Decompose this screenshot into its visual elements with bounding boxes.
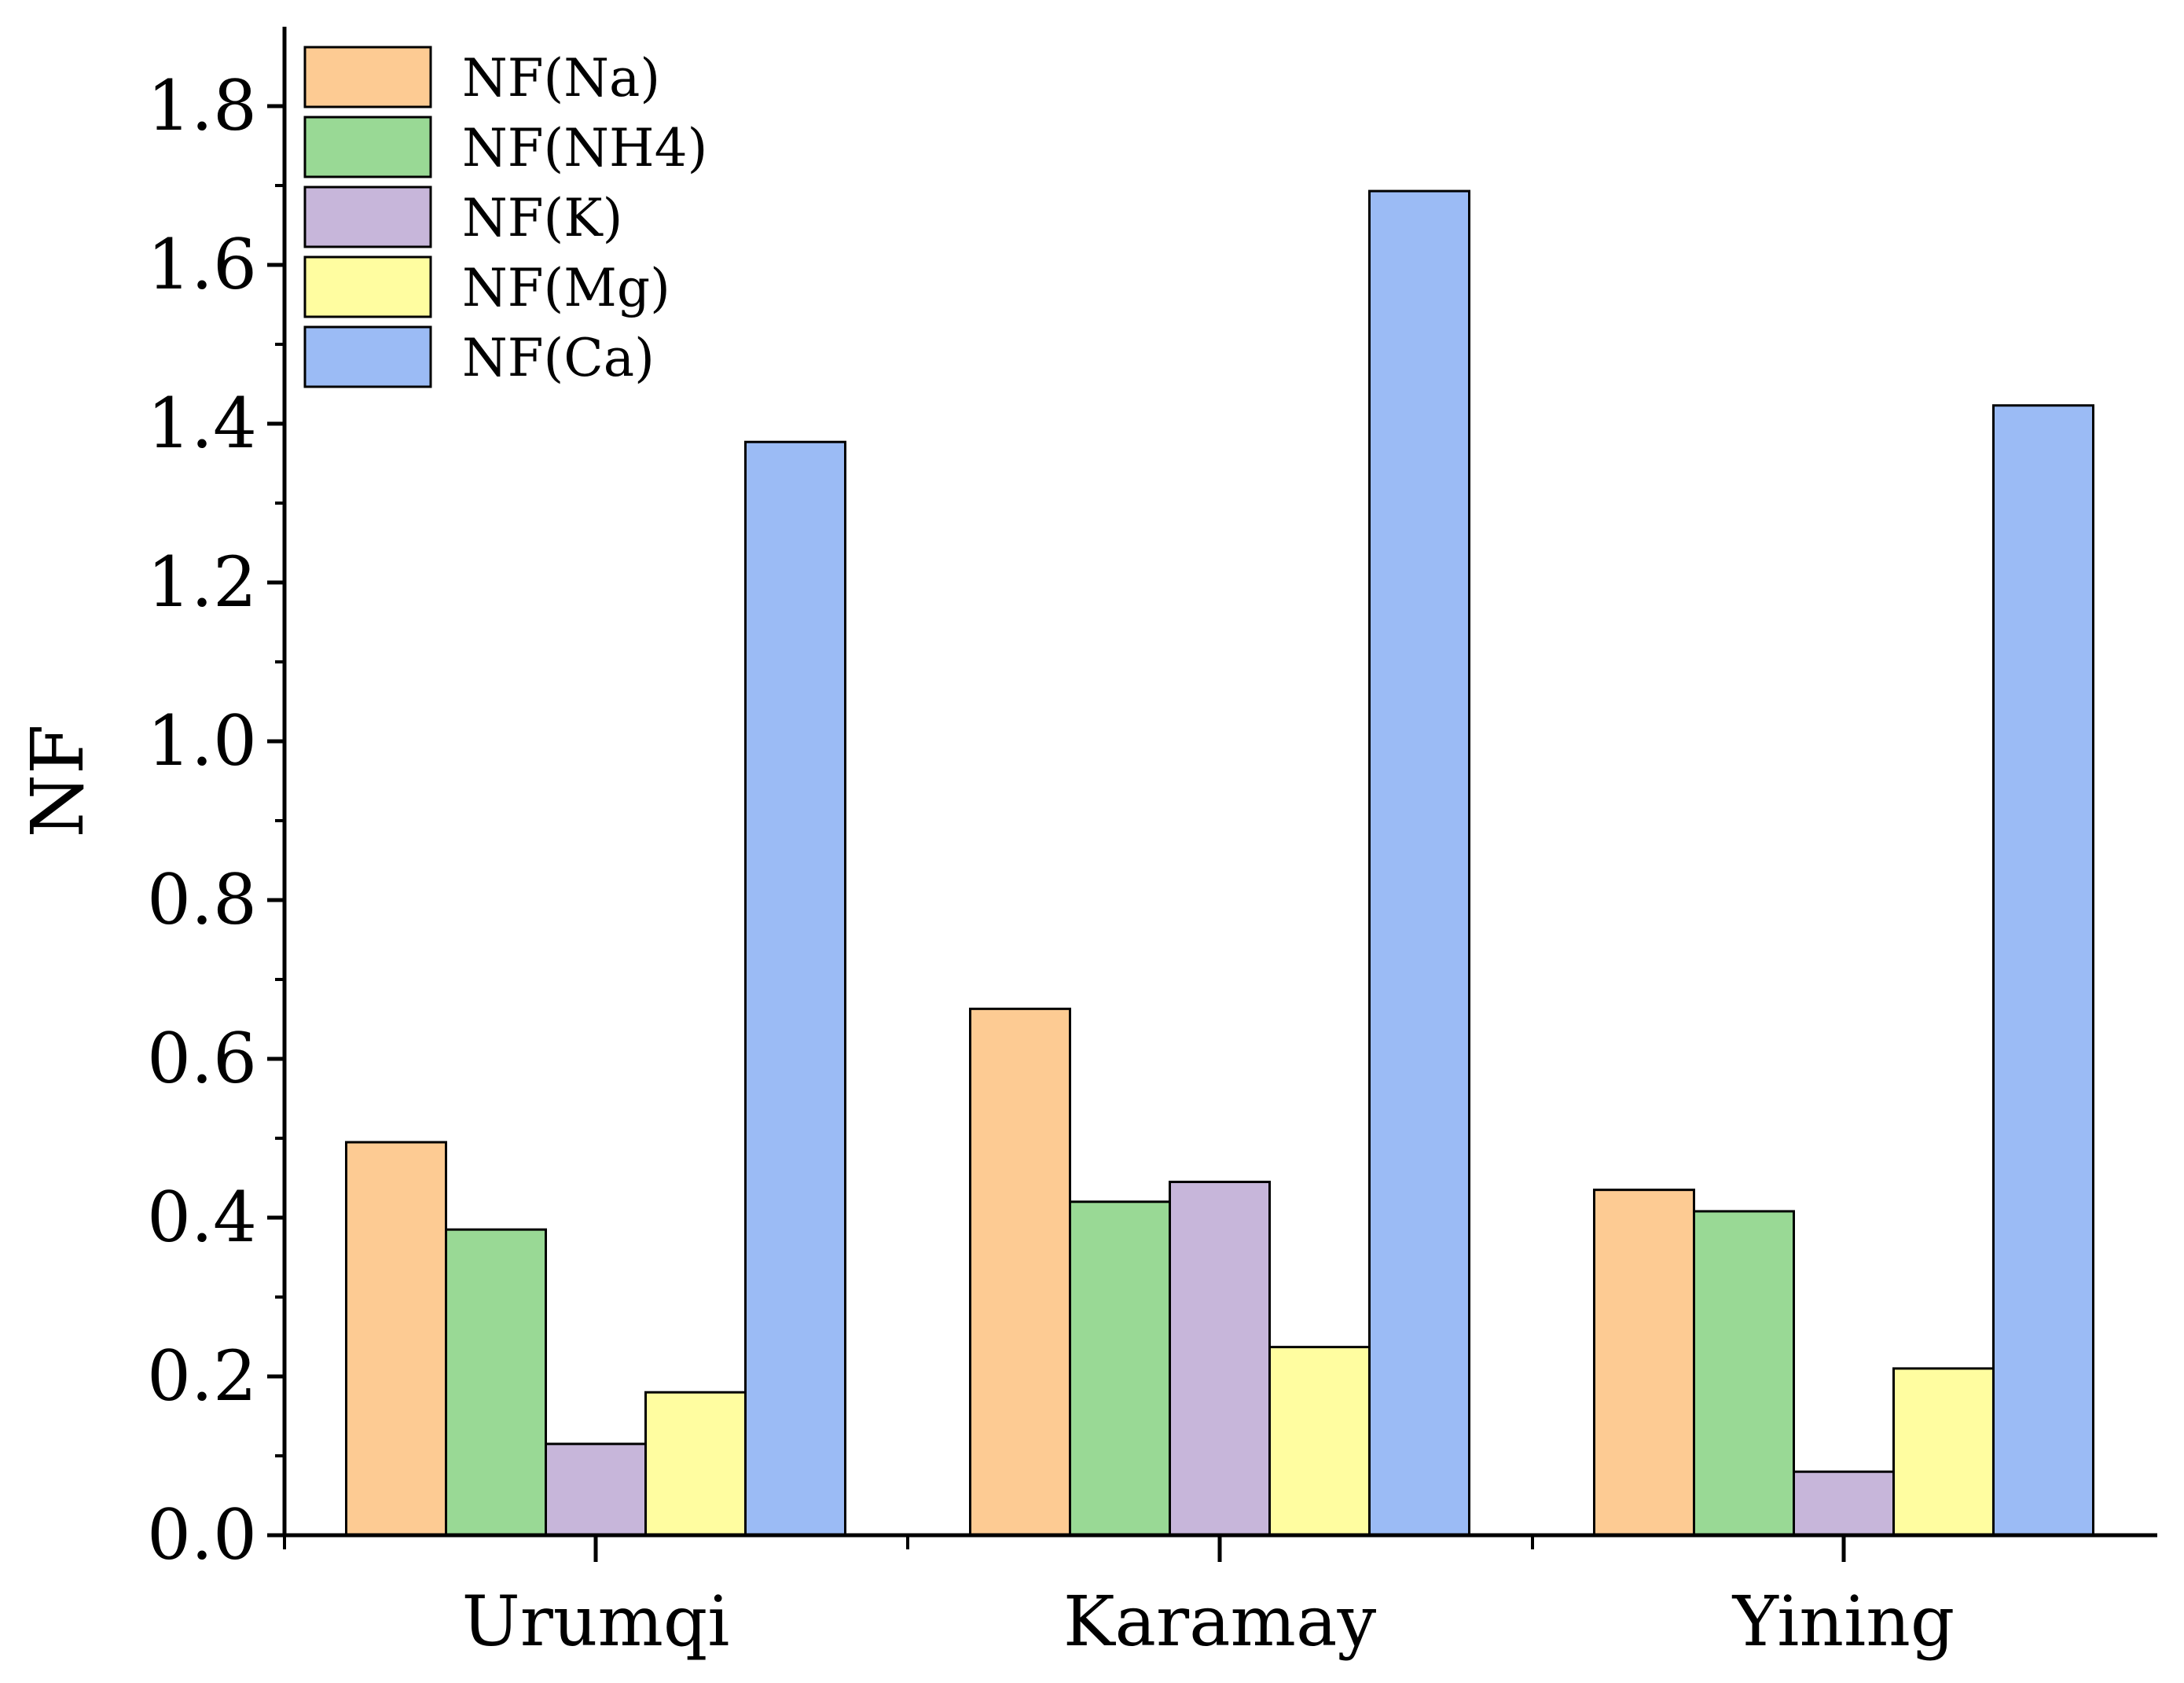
legend-swatch [303, 186, 432, 248]
x-tick-label: Karamay [1063, 1581, 1377, 1662]
y-axis-title: NF [16, 724, 100, 837]
legend-swatch [303, 325, 432, 388]
bar-nf-na-yining [1593, 1189, 1695, 1537]
bar-nf-na-karamay [969, 1007, 1071, 1537]
x-tick-label: Urumqi [462, 1581, 730, 1662]
legend-label: NF(Ca) [462, 328, 655, 388]
bar-nf-ca-karamay [1368, 189, 1470, 1537]
bar-nf-mg-yining [1892, 1367, 1995, 1537]
bar-nf-k-yining [1793, 1470, 1895, 1537]
y-tick-label: 1.2 [147, 542, 257, 623]
bar-nf-ca-urumqi [744, 440, 846, 1537]
bar-nf-k-urumqi [545, 1442, 647, 1537]
legend-label: NF(Na) [462, 48, 660, 108]
bar-nf-na-urumqi [345, 1141, 447, 1537]
y-tick-label: 0.6 [147, 1018, 257, 1099]
legend: NF(Na) NF(NH4) NF(K) NF(Mg) NF(Ca) [303, 46, 707, 388]
y-tick-label: 1.8 [147, 65, 257, 146]
bar-nf-nh4-urumqi [445, 1228, 547, 1537]
bar-nf-k-karamay [1169, 1181, 1271, 1537]
axes-layer: 0.0 0.2 0.4 0.6 0.8 1.0 1.2 1.4 1.6 1.8 Urumqi Kara… [147, 27, 2157, 1662]
bar-nf-nh4-yining [1693, 1210, 1795, 1537]
bars-layer [345, 189, 2094, 1537]
y-tick-label: 1.4 [147, 383, 257, 464]
legend-swatch [303, 116, 432, 178]
x-tick-label: Yining [1732, 1581, 1955, 1662]
legend-label: NF(Mg) [462, 258, 670, 318]
y-tick-label: 0.2 [147, 1336, 257, 1417]
legend-swatch [303, 255, 432, 318]
bar-nf-mg-karamay [1268, 1346, 1371, 1537]
legend-label: NF(K) [462, 188, 622, 248]
bar-nf-nh4-karamay [1069, 1200, 1171, 1537]
legend-swatch [303, 46, 432, 108]
y-tick-label: 0.0 [147, 1494, 257, 1575]
bar-nf-mg-urumqi [644, 1391, 747, 1537]
y-tick-label: 1.0 [147, 700, 257, 781]
bar-nf-ca-yining [1992, 404, 2094, 1537]
legend-label: NF(NH4) [462, 118, 707, 178]
y-tick-label: 0.4 [147, 1177, 257, 1258]
y-tick-label: 0.8 [147, 859, 257, 940]
y-tick-label: 1.6 [147, 224, 257, 305]
